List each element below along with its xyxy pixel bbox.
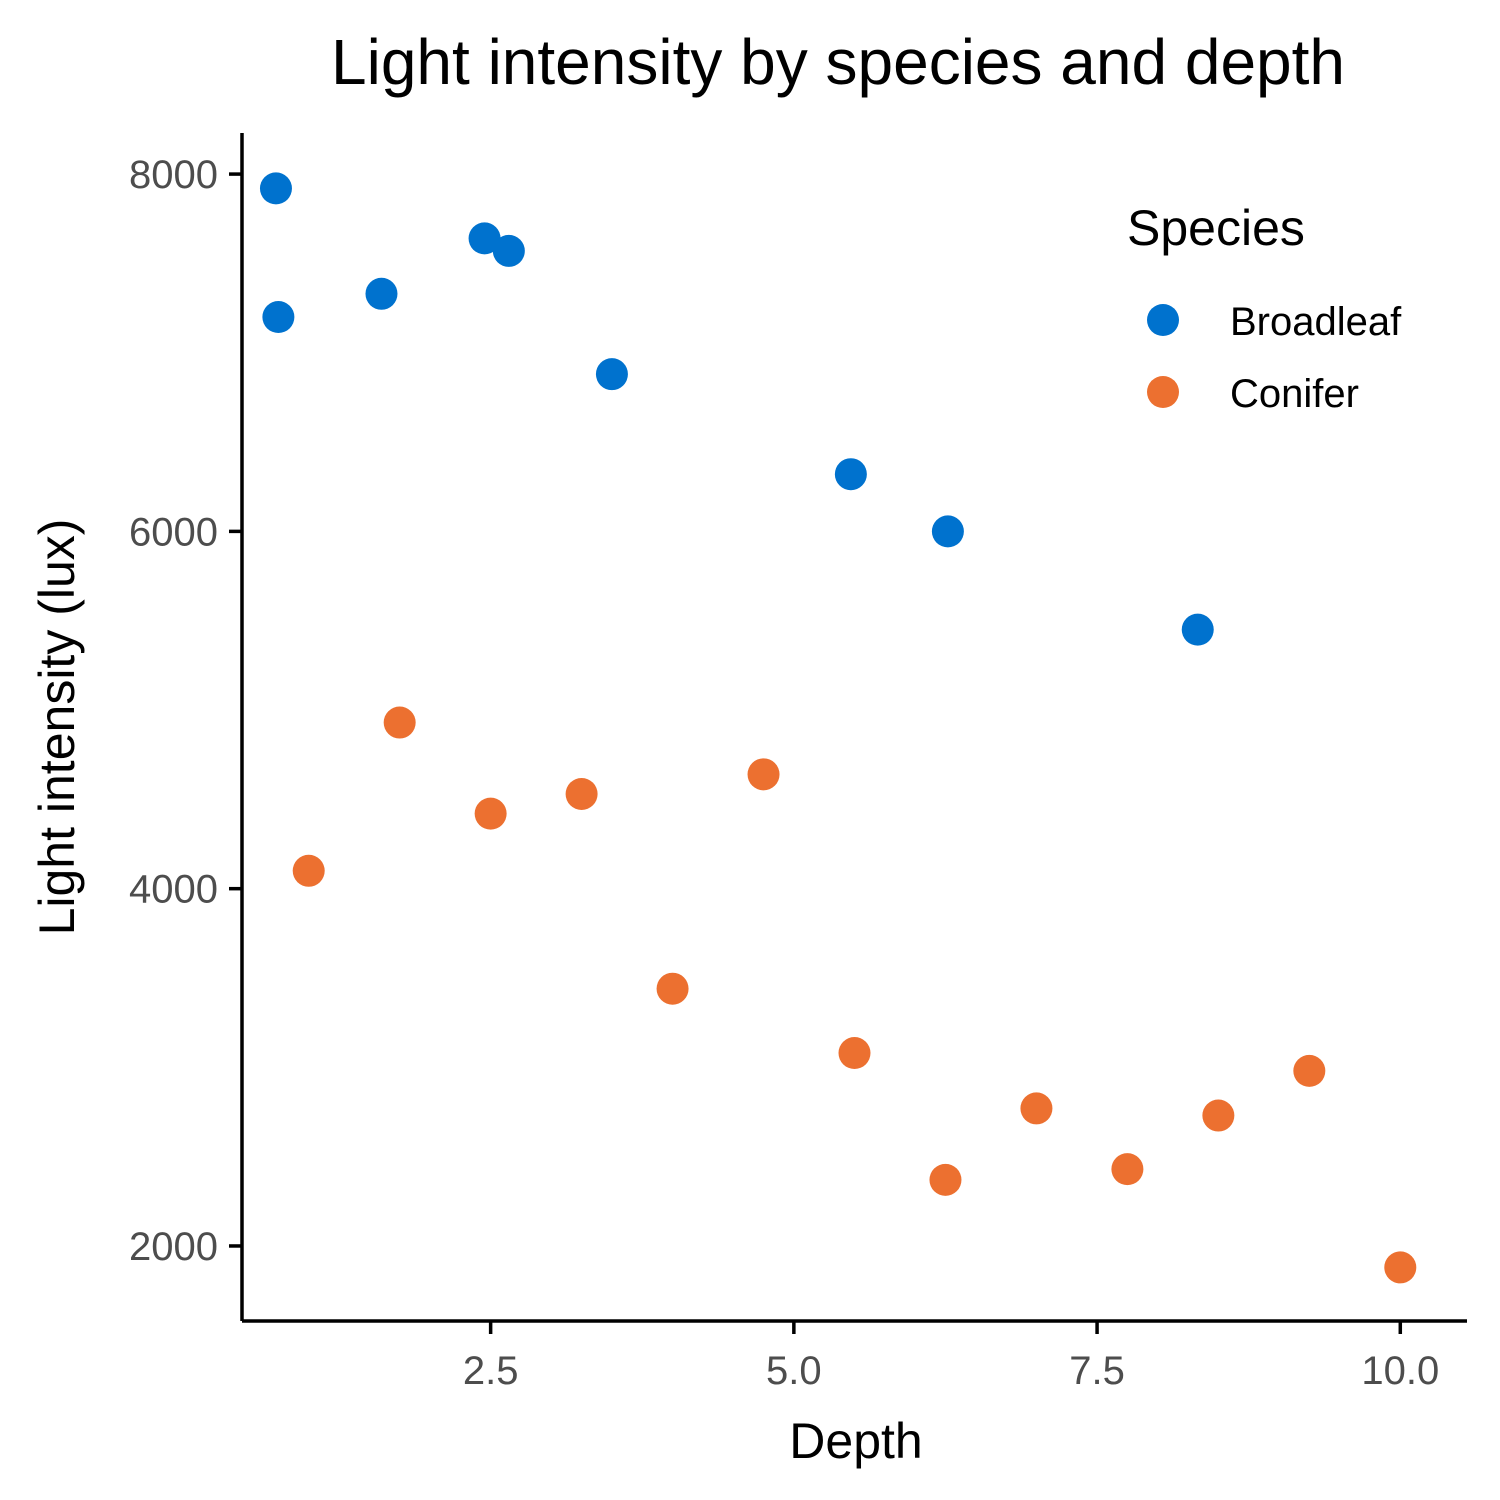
data-point-broadleaf	[1181, 613, 1214, 646]
data-point-broadleaf	[595, 358, 628, 391]
data-point-broadleaf	[834, 458, 867, 491]
data-point-conifer	[1020, 1092, 1053, 1125]
legend: Species Broadleaf Conifer	[1127, 200, 1402, 416]
data-point-conifer	[1384, 1251, 1417, 1284]
x-tick-label: 2.5	[463, 1349, 519, 1393]
x-tick-label: 10.0	[1361, 1349, 1439, 1393]
data-point-conifer	[656, 972, 689, 1005]
legend-title: Species	[1127, 200, 1305, 256]
data-point-conifer	[1293, 1054, 1326, 1087]
data-point-conifer	[1111, 1153, 1144, 1186]
data-point-broadleaf	[262, 301, 295, 334]
data-point-broadleaf	[259, 172, 292, 205]
y-tick-label: 2000	[129, 1225, 218, 1269]
data-point-conifer	[929, 1163, 962, 1196]
data-point-broadleaf	[365, 277, 398, 310]
chart-title: Light intensity by species and depth	[331, 26, 1345, 98]
data-point-conifer	[383, 706, 416, 739]
x-tick-label: 5.0	[766, 1349, 822, 1393]
data-point-conifer	[474, 797, 507, 830]
data-point-broadleaf	[931, 515, 964, 548]
y-tick-label: 8000	[129, 153, 218, 197]
legend-label-conifer: Conifer	[1230, 372, 1359, 416]
y-axis-title: Light intensity (lux)	[29, 519, 85, 936]
data-point-conifer	[1202, 1099, 1235, 1132]
data-point-conifer	[838, 1037, 871, 1070]
legend-label-broadleaf: Broadleaf	[1230, 300, 1402, 344]
y-tick-label: 4000	[129, 868, 218, 912]
data-point-conifer	[747, 758, 780, 791]
x-tick-label: 7.5	[1069, 1349, 1125, 1393]
data-point-broadleaf	[492, 234, 525, 267]
y-tick-label: 6000	[129, 510, 218, 554]
legend-items: Broadleaf Conifer	[1147, 300, 1402, 416]
data-point-conifer	[292, 854, 325, 887]
data-point-broadleaf	[468, 222, 501, 255]
data-point-conifer	[565, 777, 598, 810]
legend-key-conifer	[1147, 376, 1179, 408]
plot-area: 2000 4000 6000 8000 2.5 5.0 7.5 10.0	[129, 133, 1467, 1393]
x-axis-title: Depth	[789, 1413, 922, 1469]
legend-key-broadleaf	[1147, 304, 1179, 336]
